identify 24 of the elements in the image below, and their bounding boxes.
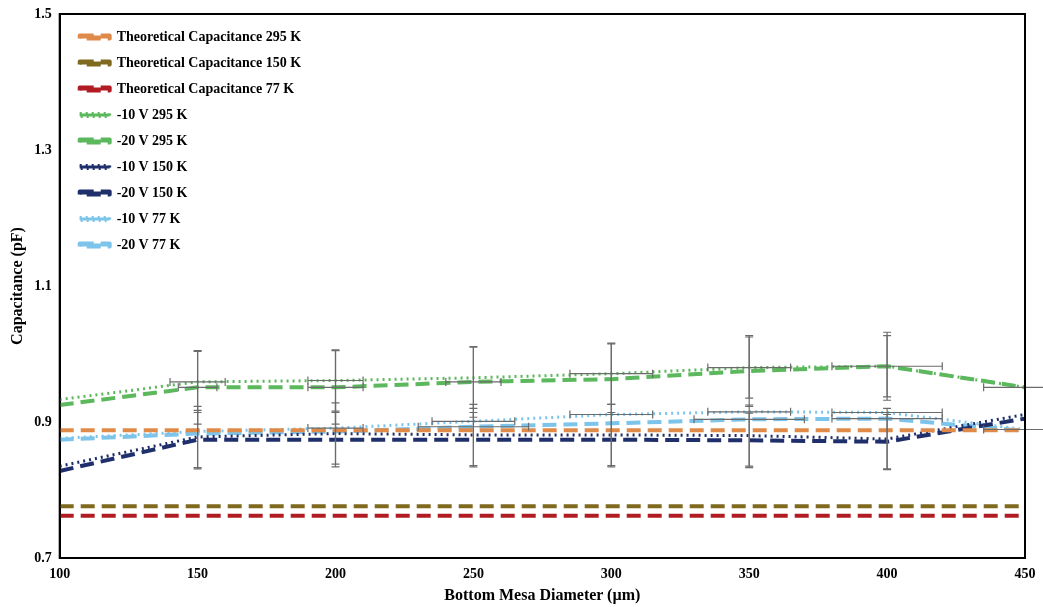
x-tick-label: 450 [1014,566,1036,582]
legend-label: -20 V 77 K [116,236,181,252]
y-tick-label: 0.7 [34,549,52,565]
y-tick-label: 1.1 [34,277,52,293]
x-tick-label: 300 [600,566,622,582]
x-tick-label: 150 [187,566,209,582]
legend-label: Theoretical Capacitance 295 K [116,28,302,44]
legend-label: -10 V 150 K [116,158,188,174]
x-tick-label: 200 [325,566,346,582]
legend-label: -10 V 77 K [116,210,181,226]
legend-label: Theoretical Capacitance 150 K [116,54,302,70]
y-tick-label: 1.3 [34,141,52,157]
legend-label: -20 V 150 K [116,184,188,200]
y-tick-label: 0.9 [34,413,52,429]
legend-label: -20 V 295 K [116,132,188,148]
x-tick-label: 350 [738,566,760,582]
x-axis-title: Bottom Mesa Diameter (µm) [444,585,641,604]
y-axis-title: Capacitance (pF) [7,227,26,345]
x-tick-label: 100 [49,566,71,582]
y-tick-label: 1.5 [34,5,52,21]
x-tick-label: 250 [462,566,484,582]
legend-label: Theoretical Capacitance 77 K [116,80,295,96]
x-tick-label: 400 [876,566,898,582]
legend-label: -10 V 295 K [116,106,188,122]
